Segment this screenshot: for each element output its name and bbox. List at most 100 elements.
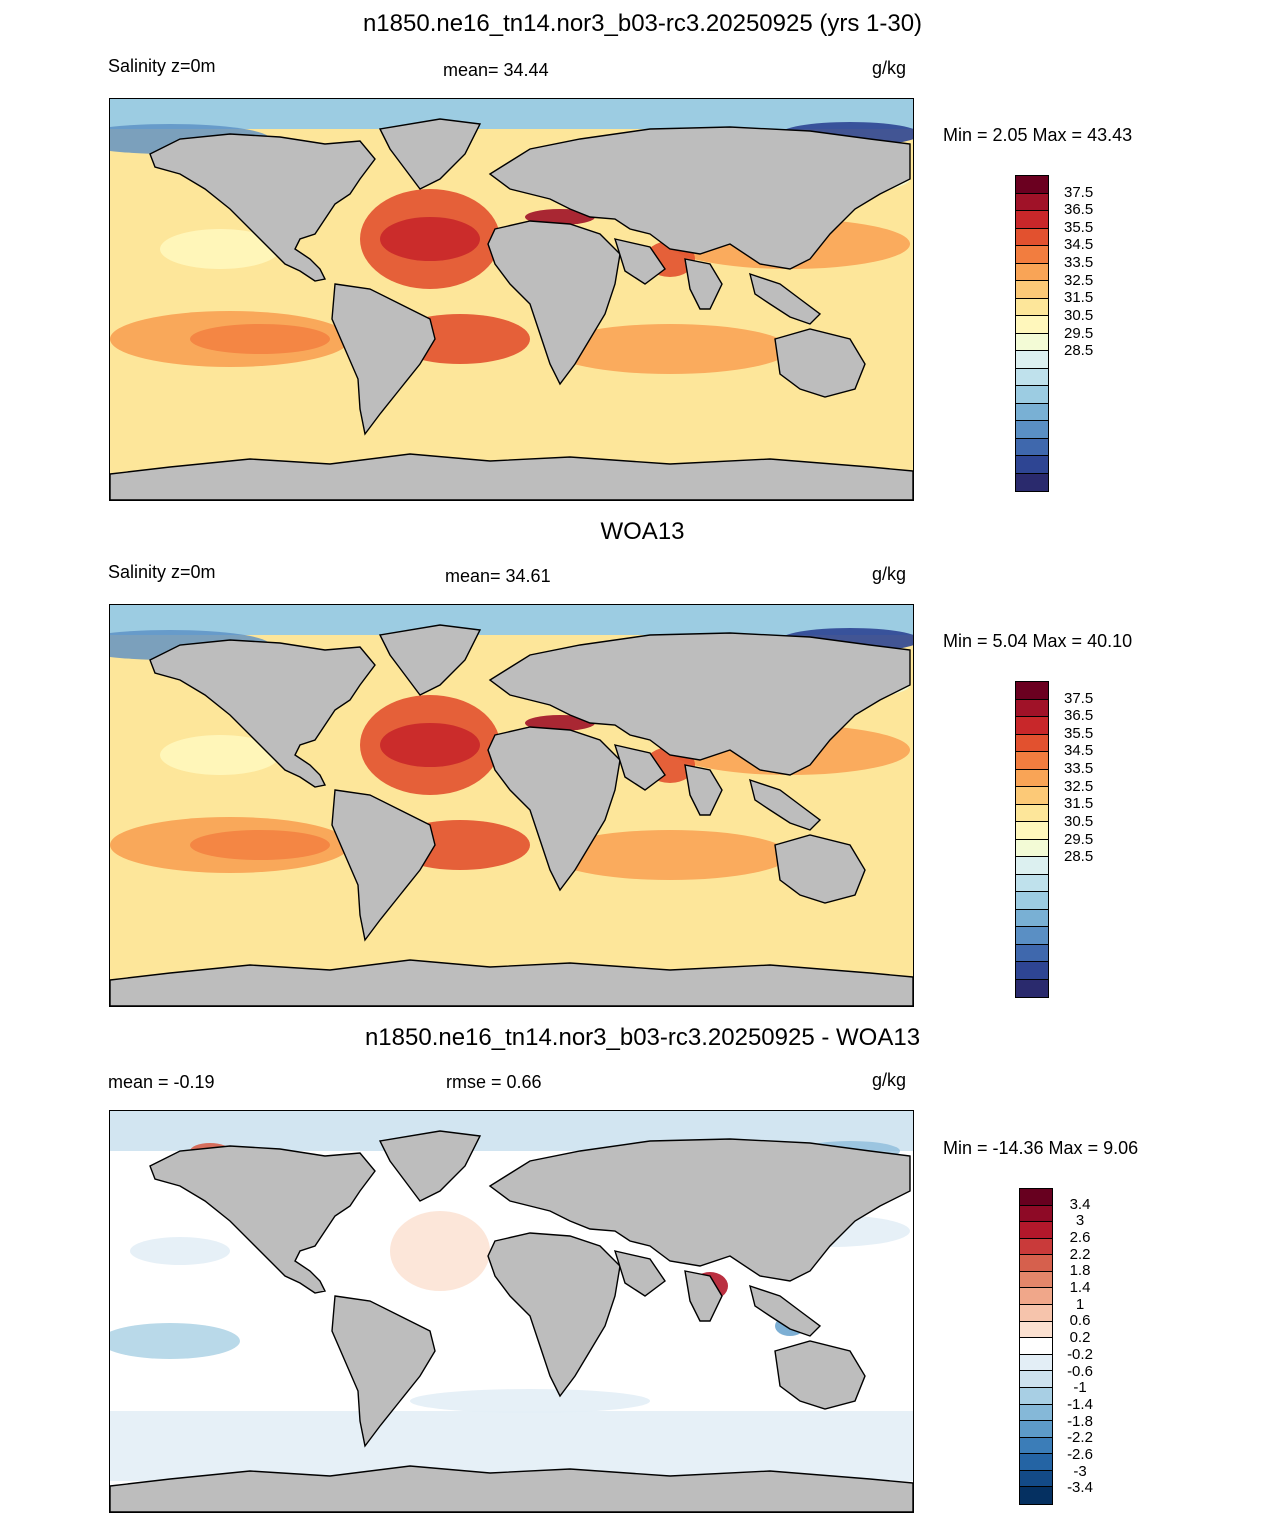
colorbar-segment (1016, 857, 1048, 875)
panel-2-minmax: Min = 5.04 Max = 40.10 (943, 631, 1133, 651)
colorbar-segment (1016, 298, 1048, 316)
colorbar-segment (1016, 787, 1048, 805)
colorbar-segment (1016, 456, 1048, 474)
colorbar-tick-label: 3 (1075, 1212, 1085, 1230)
panel-1-title: n1850.ne16_tn14.nor3_b03-rc3.20250925 (y… (362, 10, 923, 37)
colorbar-segment (1020, 1255, 1052, 1272)
colorbar-segment (1016, 944, 1048, 962)
colorbar-segment (1016, 316, 1048, 334)
colorbar-segment (1016, 263, 1048, 281)
panel-3-mean-label: mean = -0.19 (108, 1072, 215, 1092)
colorbar-tick-label: -0.2 (1067, 1345, 1093, 1363)
colorbar-segment (1020, 1454, 1052, 1471)
colorbar-segment (1020, 1288, 1052, 1306)
colorbar-tick-label: 30.5 (1064, 306, 1094, 324)
colorbar-tick-label: 0.6 (1069, 1312, 1091, 1330)
colorbar-tick-label: 28.5 (1064, 342, 1094, 360)
colorbar-segment (1020, 1238, 1052, 1256)
colorbar-segment (1016, 246, 1048, 264)
colorbar-segment (1016, 193, 1048, 211)
colorbar-segment (1016, 734, 1048, 752)
colorbar-tick-label: 33.5 (1064, 254, 1094, 272)
panel-2-colorbar (1015, 681, 1049, 998)
colorbar-segment (1016, 421, 1048, 439)
colorbar-segment (1020, 1437, 1052, 1455)
colorbar-segment (1016, 892, 1048, 910)
colorbar-tick-label: 32.5 (1064, 777, 1094, 795)
colorbar-tick-label: 36.5 (1064, 201, 1094, 219)
colorbar-segment (1016, 211, 1048, 229)
colorbar-tick-label: -2.2 (1067, 1429, 1093, 1447)
colorbar-tick-label: 1 (1075, 1295, 1085, 1313)
colorbar-segment (1016, 228, 1048, 246)
panel-3-units-label: g/kg (872, 1070, 907, 1090)
colorbar-segment (1016, 839, 1048, 857)
colorbar-tick-label: 3.4 (1069, 1195, 1091, 1213)
colorbar-segment (1020, 1205, 1052, 1223)
colorbar-segment (1020, 1354, 1052, 1372)
colorbar-tick-label: 30.5 (1064, 812, 1094, 830)
colorbar-segment (1016, 403, 1048, 421)
colorbar-tick-label: -1 (1073, 1379, 1087, 1397)
colorbar-tick-label: 29.5 (1064, 830, 1094, 848)
colorbar-tick-label: 1.8 (1069, 1262, 1091, 1280)
colorbar-tick-label: -3.4 (1067, 1479, 1093, 1497)
colorbar-segment (1016, 752, 1048, 770)
panel-2-title: WOA13 (600, 518, 685, 545)
colorbar-segment (1020, 1404, 1052, 1422)
colorbar-tick-label: 31.5 (1064, 795, 1094, 813)
colorbar-segment (1020, 1305, 1052, 1322)
panel-3-rmse-label: rmse = 0.66 (446, 1072, 542, 1092)
panel-1-variable-label: Salinity z=0m (108, 56, 216, 76)
colorbar-tick-label: 0.2 (1069, 1329, 1091, 1347)
colorbar-segment (1016, 769, 1048, 787)
colorbar-tick-label: -3 (1073, 1462, 1087, 1480)
panel-2-units-label: g/kg (872, 564, 907, 584)
colorbar-tick-label: -1.8 (1067, 1412, 1093, 1430)
colorbar-tick-label: 35.5 (1064, 724, 1094, 742)
colorbar-segment (1016, 979, 1048, 997)
colorbar-tick-label: 2.6 (1069, 1229, 1091, 1247)
colorbar-segment (1016, 682, 1048, 700)
colorbar-segment (1016, 176, 1048, 194)
colorbar-tick-label: 31.5 (1064, 289, 1094, 307)
colorbar-segment (1016, 717, 1048, 735)
colorbar-tick-label: -2.6 (1067, 1445, 1093, 1463)
colorbar-tick-label: 37.5 (1064, 183, 1094, 201)
colorbar-tick-label: -1.4 (1067, 1395, 1093, 1413)
colorbar-segment (1020, 1321, 1052, 1339)
panel-1-colorbar (1015, 175, 1049, 492)
panel-2-map (109, 604, 914, 1007)
colorbar-segment (1016, 909, 1048, 927)
panel-1-map (109, 98, 914, 501)
colorbar-tick-label: 32.5 (1064, 271, 1094, 289)
colorbar-tick-label: 36.5 (1064, 707, 1094, 725)
panel-3-title: n1850.ne16_tn14.nor3_b03-rc3.20250925 - … (364, 1024, 921, 1051)
colorbar-segment (1016, 962, 1048, 980)
colorbar-segment (1016, 351, 1048, 369)
panel-3-minmax: Min = -14.36 Max = 9.06 (943, 1138, 1139, 1158)
colorbar-segment (1020, 1222, 1052, 1239)
colorbar-segment (1016, 699, 1048, 717)
colorbar-tick-label: 2.2 (1069, 1245, 1091, 1263)
colorbar-segment (1020, 1487, 1052, 1504)
colorbar-tick-label: 33.5 (1064, 760, 1094, 778)
colorbar-segment (1016, 386, 1048, 404)
colorbar-segment (1016, 368, 1048, 386)
colorbar-tick-label: 34.5 (1064, 236, 1094, 254)
colorbar-segment (1016, 804, 1048, 822)
colorbar-segment (1016, 874, 1048, 892)
colorbar-segment (1020, 1338, 1052, 1355)
colorbar-segment (1020, 1470, 1052, 1488)
colorbar-tick-label: 34.5 (1064, 742, 1094, 760)
colorbar-segment (1016, 438, 1048, 456)
colorbar-tick-label: 29.5 (1064, 324, 1094, 342)
colorbar-segment (1016, 927, 1048, 945)
panel-3-map (109, 1110, 914, 1513)
panel-1-mean-label: mean= 34.44 (443, 60, 549, 80)
colorbar-tick-label: -0.6 (1067, 1362, 1093, 1380)
colorbar-segment (1016, 473, 1048, 491)
colorbar-segment (1020, 1387, 1052, 1405)
panel-1-minmax: Min = 2.05 Max = 43.43 (943, 125, 1133, 145)
colorbar-segment (1020, 1421, 1052, 1438)
